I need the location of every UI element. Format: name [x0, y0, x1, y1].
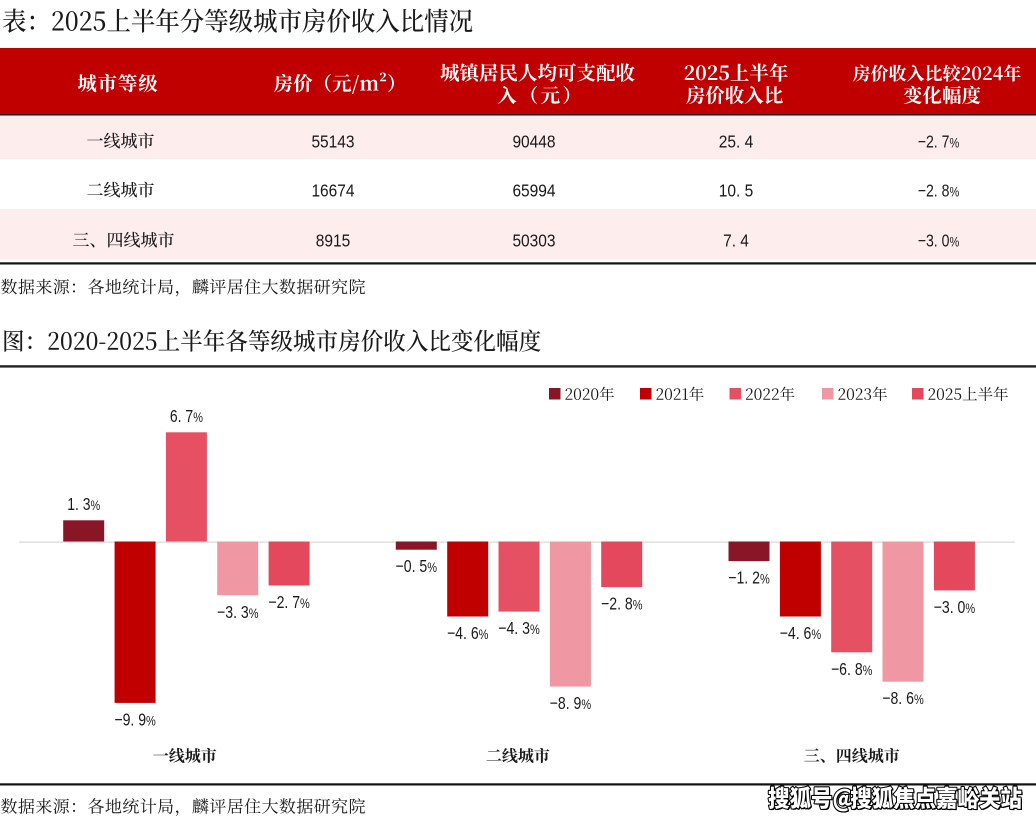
- svg-text:6. 7%: 6. 7%: [170, 406, 203, 426]
- svg-text:−8. 9%: −8. 9%: [550, 693, 592, 713]
- svg-text:−8. 6%: −8. 6%: [882, 688, 924, 708]
- svg-text:90448: 90448: [512, 131, 555, 151]
- svg-text:−2. 8%: −2. 8%: [918, 180, 960, 200]
- svg-text:7. 4: 7. 4: [723, 231, 749, 251]
- svg-text:−0. 5%: −0. 5%: [396, 556, 438, 576]
- svg-text:65994: 65994: [512, 180, 555, 200]
- svg-text:−3. 0%: −3. 0%: [934, 597, 976, 617]
- svg-text:16674: 16674: [311, 180, 354, 200]
- svg-text:−9. 9%: −9. 9%: [114, 709, 156, 729]
- svg-text:−3. 3%: −3. 3%: [217, 602, 259, 622]
- svg-text:10. 5: 10. 5: [719, 180, 754, 200]
- svg-text:−3. 0%: −3. 0%: [918, 231, 960, 251]
- svg-text:−1. 2%: −1. 2%: [728, 568, 770, 588]
- svg-text:−2. 7%: −2. 7%: [268, 592, 310, 612]
- svg-text:−4. 6%: −4. 6%: [780, 623, 822, 643]
- svg-text:−6. 8%: −6. 8%: [831, 659, 873, 679]
- svg-text:−2. 8%: −2. 8%: [601, 594, 643, 614]
- svg-text:25. 4: 25. 4: [719, 131, 754, 151]
- svg-text:8915: 8915: [316, 231, 351, 251]
- svg-text:−4. 3%: −4. 3%: [498, 618, 540, 638]
- svg-text:−4. 6%: −4. 6%: [447, 623, 489, 643]
- svg-text:−2. 7%: −2. 7%: [918, 131, 960, 151]
- svg-text:1. 3%: 1. 3%: [67, 494, 100, 514]
- svg-text:55143: 55143: [311, 131, 354, 151]
- svg-text:50303: 50303: [512, 231, 555, 251]
